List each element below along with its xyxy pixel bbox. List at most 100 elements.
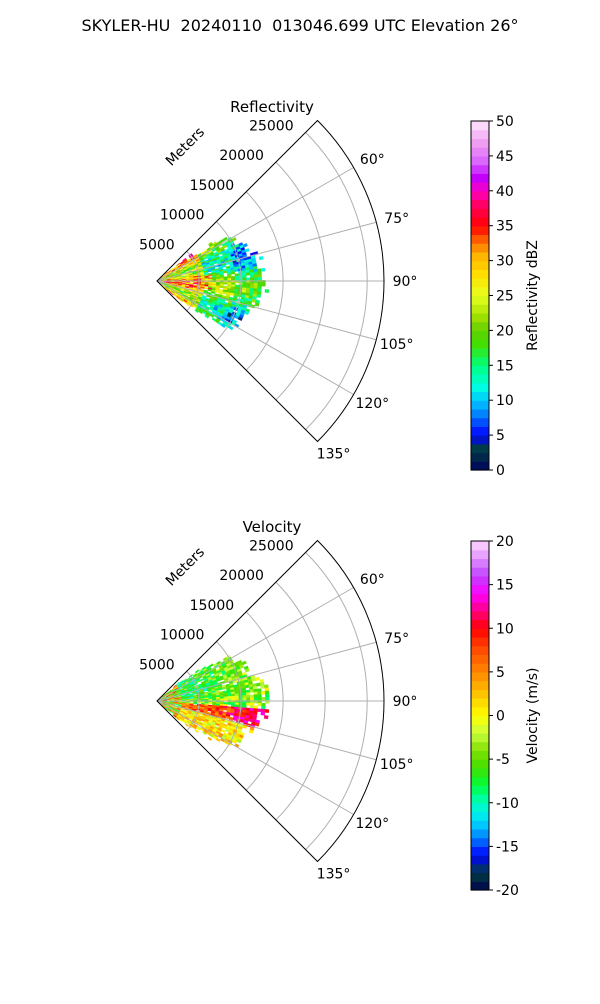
colorbar-tick-label: -15 xyxy=(496,839,519,855)
colorbar-tick-label: -20 xyxy=(496,883,519,899)
colorbar-segment xyxy=(471,855,489,864)
radar-cell xyxy=(228,278,232,280)
radar-cell xyxy=(257,272,261,275)
colorbar-segment xyxy=(471,593,489,602)
radar-cell xyxy=(216,279,220,281)
colorbar-segment xyxy=(471,383,489,392)
colorbar-segment xyxy=(471,585,489,594)
radar-cell xyxy=(212,279,216,281)
radial-tick-label: 10000 xyxy=(160,628,205,644)
polar-panel-reflectivity: Reflectivity500010000150002000025000Mete… xyxy=(139,98,541,479)
colorbar-tick-label: 50 xyxy=(496,114,514,130)
colorbar-segment xyxy=(471,374,489,383)
colorbar-segment xyxy=(471,567,489,576)
azimuth-spoke xyxy=(157,222,376,281)
colorbar-segment xyxy=(471,261,489,270)
radar-cell xyxy=(227,696,231,698)
angle-tick-label: 60° xyxy=(360,572,385,588)
radar-cell xyxy=(254,697,258,700)
radar-cell xyxy=(212,699,216,701)
radar-cell xyxy=(257,709,261,712)
colorbar-segment xyxy=(471,820,489,829)
colorbar-tick-label: 20 xyxy=(496,323,514,339)
radar-cell xyxy=(256,683,260,686)
radar-cell xyxy=(250,278,254,281)
radar-cell xyxy=(178,283,182,284)
colorbar-tick-label: 30 xyxy=(496,254,514,270)
angle-tick-label: 90° xyxy=(393,694,418,710)
colorbar-segment xyxy=(471,602,489,611)
colorbar-segment xyxy=(471,435,489,444)
radar-cell xyxy=(265,697,269,700)
colorbar-segment xyxy=(471,173,489,182)
radar-cell xyxy=(235,278,239,280)
colorbar-segment xyxy=(471,541,489,550)
colorbar-segment xyxy=(471,322,489,331)
radar-cell xyxy=(250,690,254,693)
colorbar-segment xyxy=(471,252,489,261)
colorbar-label: Reflectivity dBZ xyxy=(525,240,541,351)
radar-cell xyxy=(242,661,247,665)
colorbar-segment xyxy=(471,733,489,742)
colorbar-segment xyxy=(471,611,489,620)
colorbar-segment xyxy=(471,418,489,427)
radar-cell xyxy=(209,702,213,704)
radar-cell xyxy=(250,698,254,701)
colorbar-segment xyxy=(471,182,489,191)
colorbar-segment xyxy=(471,357,489,366)
colorbar-segment xyxy=(471,646,489,655)
radar-cell xyxy=(254,692,258,695)
radar-cell xyxy=(254,275,258,278)
radar-cell xyxy=(257,294,261,297)
radar-cell xyxy=(235,698,239,700)
radar-cell xyxy=(234,269,238,272)
colorbar-segment xyxy=(471,550,489,559)
colorbar-segment xyxy=(471,663,489,672)
colorbar-segment xyxy=(471,400,489,409)
colorbar-segment xyxy=(471,768,489,777)
radar-cell xyxy=(255,303,259,307)
figure-title: SKYLER-HU 20240110 013046.699 UTC Elevat… xyxy=(0,16,600,35)
radar-cell xyxy=(193,703,197,704)
chart-title: Reflectivity xyxy=(230,98,314,116)
radar-echo-layer xyxy=(159,237,269,330)
radial-tick-label: 15000 xyxy=(190,178,235,194)
colorbar-segment xyxy=(471,873,489,882)
colorbar-tick-label: 0 xyxy=(496,709,505,725)
radar-cell xyxy=(250,695,254,698)
radar-cell xyxy=(220,699,224,701)
colorbar-segment xyxy=(471,156,489,165)
colorbar-segment xyxy=(471,147,489,156)
colorbar-segment xyxy=(471,777,489,786)
angle-tick-label: 75° xyxy=(384,211,409,227)
colorbar-segment xyxy=(471,365,489,374)
radar-cell xyxy=(246,283,250,286)
radar-cell xyxy=(186,284,190,285)
radar-cell xyxy=(258,277,262,280)
colorbar-segment xyxy=(471,558,489,567)
colorbar-segment xyxy=(471,803,489,812)
radar-cell xyxy=(258,274,262,277)
radar-cell xyxy=(257,692,261,695)
radar-cell xyxy=(228,698,232,700)
radar-cell xyxy=(246,695,250,698)
radar-cell xyxy=(261,706,265,709)
radar-cell xyxy=(230,713,234,716)
colorbar-tick-label: 35 xyxy=(496,219,514,235)
colorbar-segment xyxy=(471,846,489,855)
radar-cell xyxy=(246,698,250,701)
colorbar-segment xyxy=(471,628,489,637)
colorbar-segment xyxy=(471,121,489,130)
colorbar-segment xyxy=(471,620,489,629)
colorbar-segment xyxy=(471,724,489,733)
radar-cell xyxy=(265,694,269,697)
radar-cell xyxy=(245,685,249,688)
colorbar-label: Velocity (m/s) xyxy=(525,668,541,764)
colorbar-segment xyxy=(471,304,489,313)
colorbar-segment xyxy=(471,426,489,435)
radar-cell xyxy=(231,272,235,275)
radar-cell xyxy=(262,697,266,700)
